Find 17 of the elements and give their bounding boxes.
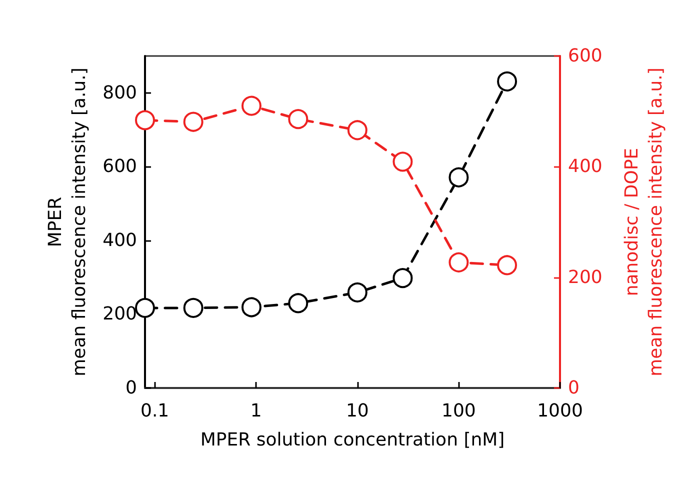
y-tick-label: 400 [102,230,137,251]
x-tick-label: 0.1 [140,400,170,422]
x-tick-label: 10 [346,400,369,422]
x-axis-title: MPER solution concentration [nM] [200,430,505,450]
y2-tick-label: 600 [568,46,602,66]
x-tick-label: 100 [442,400,476,422]
y-tick-label: 200 [102,304,137,325]
y-tick-label: 800 [102,82,137,104]
y-axis-title: MPER mean fluorescence intensity [a.u.] [45,68,90,376]
y-tick-label: 0 [126,378,137,398]
x-tick-label: 1000 [537,400,583,422]
y2-tick-label: 400 [568,156,602,178]
y2-tick-label: 200 [568,266,602,288]
x-tick-label: 1 [250,400,262,422]
y2-axis-title: nanodisc / DOPE mean fluorescence intensity [a.u.] [622,68,666,376]
y2-tick-label: 0 [568,378,580,398]
y-tick-label: 600 [102,156,137,178]
